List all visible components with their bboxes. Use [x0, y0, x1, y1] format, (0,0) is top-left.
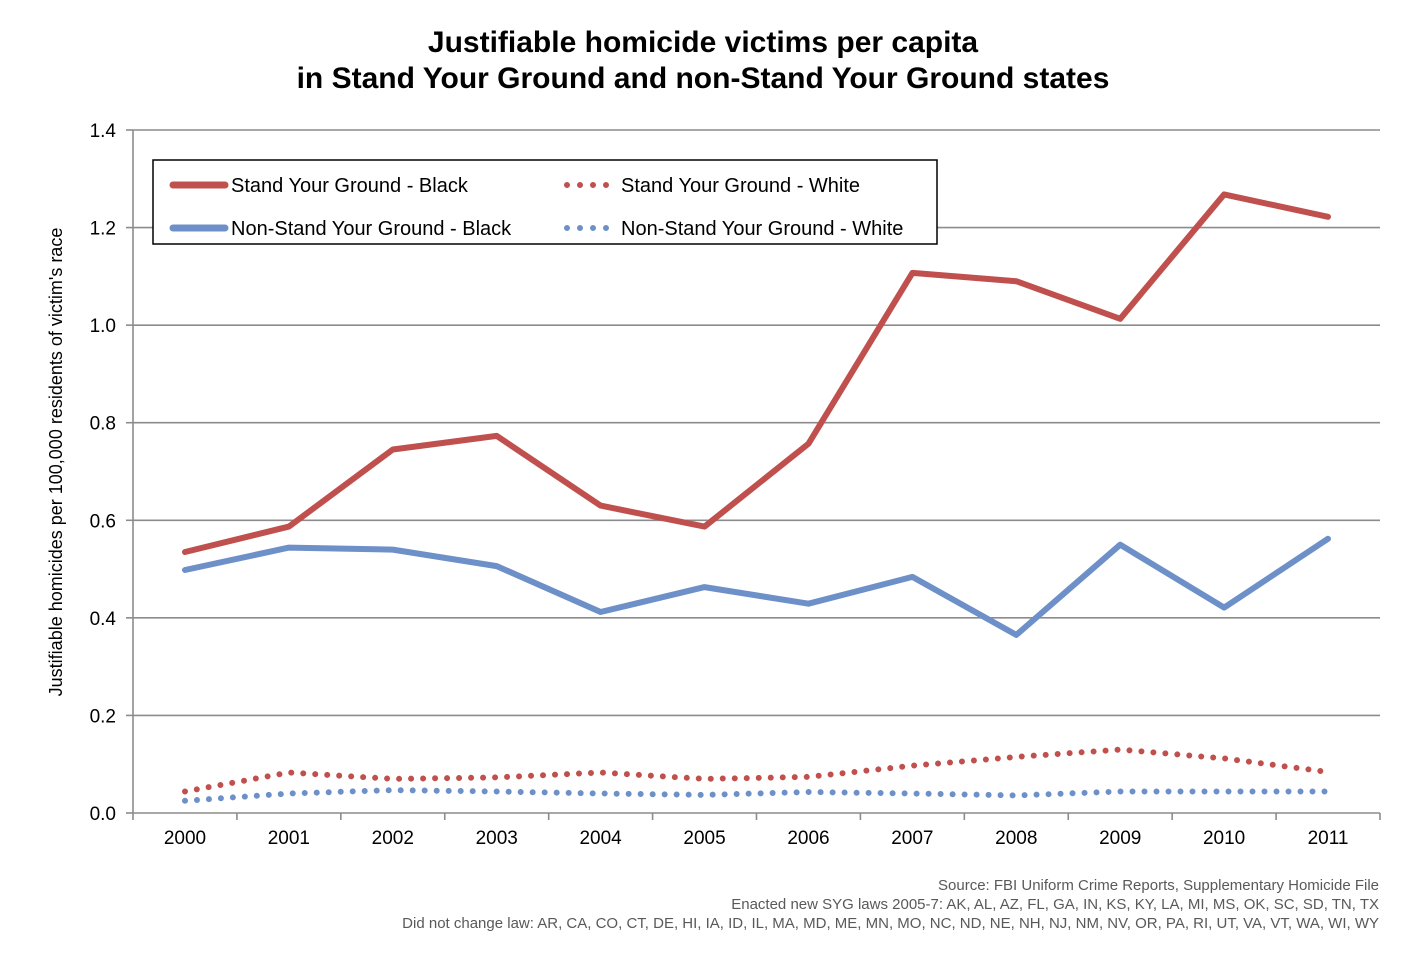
x-tick-label: 2008 — [995, 828, 1037, 849]
y-tick-label: 1.4 — [90, 121, 117, 142]
series-lines — [182, 191, 1331, 804]
y-tick-label: 0.4 — [90, 609, 117, 630]
non-syg-states-note: Did not change law: AR, CA, CO, CT, DE, … — [402, 915, 1379, 932]
legend-label: Stand Your Ground - White — [621, 175, 860, 197]
y-axis-label: Justifiable homicides per 100,000 reside… — [46, 228, 66, 697]
x-tick-label: 2010 — [1203, 828, 1245, 849]
legend-box — [152, 159, 938, 245]
y-tick-label: 1.0 — [90, 316, 116, 337]
legend-label: Stand Your Ground - Black — [231, 175, 469, 197]
chart-title: Justifiable homicide victims per capita — [428, 26, 978, 59]
x-tick-label: 2001 — [268, 828, 310, 849]
x-tick-label: 2011 — [1308, 828, 1349, 849]
syg-states-note: Enacted new SYG laws 2005-7: AK, AL, AZ,… — [731, 896, 1379, 913]
legend: Stand Your Ground - Black Stand Your Grou… — [152, 159, 938, 245]
legend-label: Non-Stand Your Ground - White — [621, 218, 903, 240]
x-tick-label: 2003 — [476, 828, 518, 849]
x-tick-labels: 2000 2001 2002 2003 2004 2005 2006 2007 2008 2009… — [164, 828, 1349, 849]
y-tick-label: 0.6 — [90, 511, 116, 532]
legend-label: Non-Stand Your Ground - Black — [231, 218, 512, 240]
x-tick-label: 2000 — [164, 828, 206, 849]
series-line-stand-your-ground-white — [182, 746, 1331, 795]
y-tick-label: 1.2 — [90, 219, 116, 240]
y-tick-label: 0.0 — [90, 804, 116, 825]
y-tick-label: 0.2 — [90, 706, 116, 727]
chart-subtitle: in Stand Your Ground and non-Stand Your … — [297, 62, 1110, 95]
series-line-stand-your-ground-black — [182, 191, 1331, 555]
source-notes: Source: FBI Uniform Crime Reports, Suppl… — [402, 877, 1379, 932]
y-tick-labels: 0.0 0.2 0.4 0.6 0.8 1.0 1.2 1.4 — [90, 121, 117, 825]
y-tick-label: 0.8 — [90, 414, 116, 435]
x-tick-label: 2005 — [683, 828, 725, 849]
source-note: Source: FBI Uniform Crime Reports, Suppl… — [938, 877, 1379, 894]
x-tick-label: 2004 — [579, 828, 622, 849]
x-tick-label: 2002 — [372, 828, 414, 849]
series-line-non-stand-your-ground-black — [182, 535, 1331, 638]
x-tick-label: 2009 — [1099, 828, 1141, 849]
axes — [126, 129, 1381, 820]
x-tick-label: 2007 — [891, 828, 933, 849]
series-line-non-stand-your-ground-white — [182, 787, 1331, 804]
x-tick-label: 2006 — [787, 828, 829, 849]
